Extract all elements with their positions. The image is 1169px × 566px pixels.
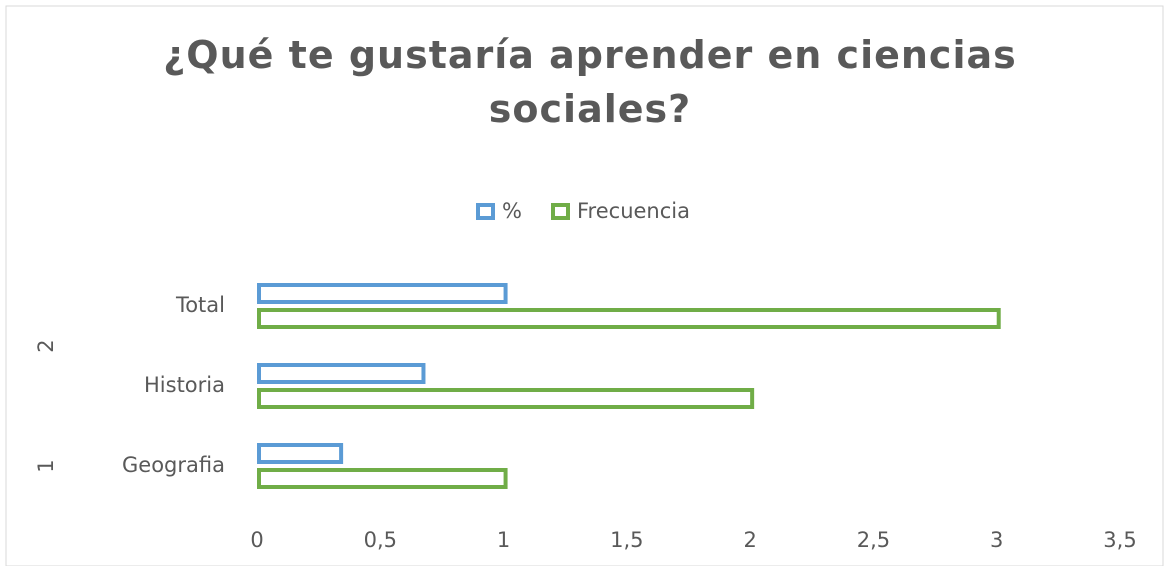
- legend-swatch: [476, 203, 495, 220]
- x-tick-label: 1,5: [610, 528, 643, 552]
- x-tick-label: 0,5: [364, 528, 397, 552]
- bar: [257, 468, 508, 489]
- bar: [257, 388, 755, 409]
- legend-label: %: [502, 199, 522, 223]
- bar: [257, 443, 344, 464]
- x-tick-label: 2: [743, 528, 756, 552]
- x-tick-label: 3: [990, 528, 1003, 552]
- legend-label: Frecuencia: [577, 199, 690, 223]
- y-tick-label: Geografia: [122, 453, 225, 477]
- bar: [257, 363, 426, 384]
- y-tick-label: Total: [175, 293, 225, 317]
- group-label: 2: [34, 339, 58, 352]
- bar: [257, 283, 508, 304]
- chart-border: [5, 5, 1164, 566]
- x-tick-label: 2,5: [857, 528, 890, 552]
- x-tick-label: 0: [250, 528, 263, 552]
- bar: [257, 308, 1001, 329]
- x-tick-label: 1: [497, 528, 510, 552]
- group-label: 1: [34, 459, 58, 472]
- chart-title: ¿Qué te gustaría aprender en ciencias so…: [163, 33, 1017, 131]
- y-tick-label: Historia: [144, 373, 225, 397]
- x-tick-label: 3,5: [1103, 528, 1136, 552]
- legend-swatch: [551, 203, 570, 220]
